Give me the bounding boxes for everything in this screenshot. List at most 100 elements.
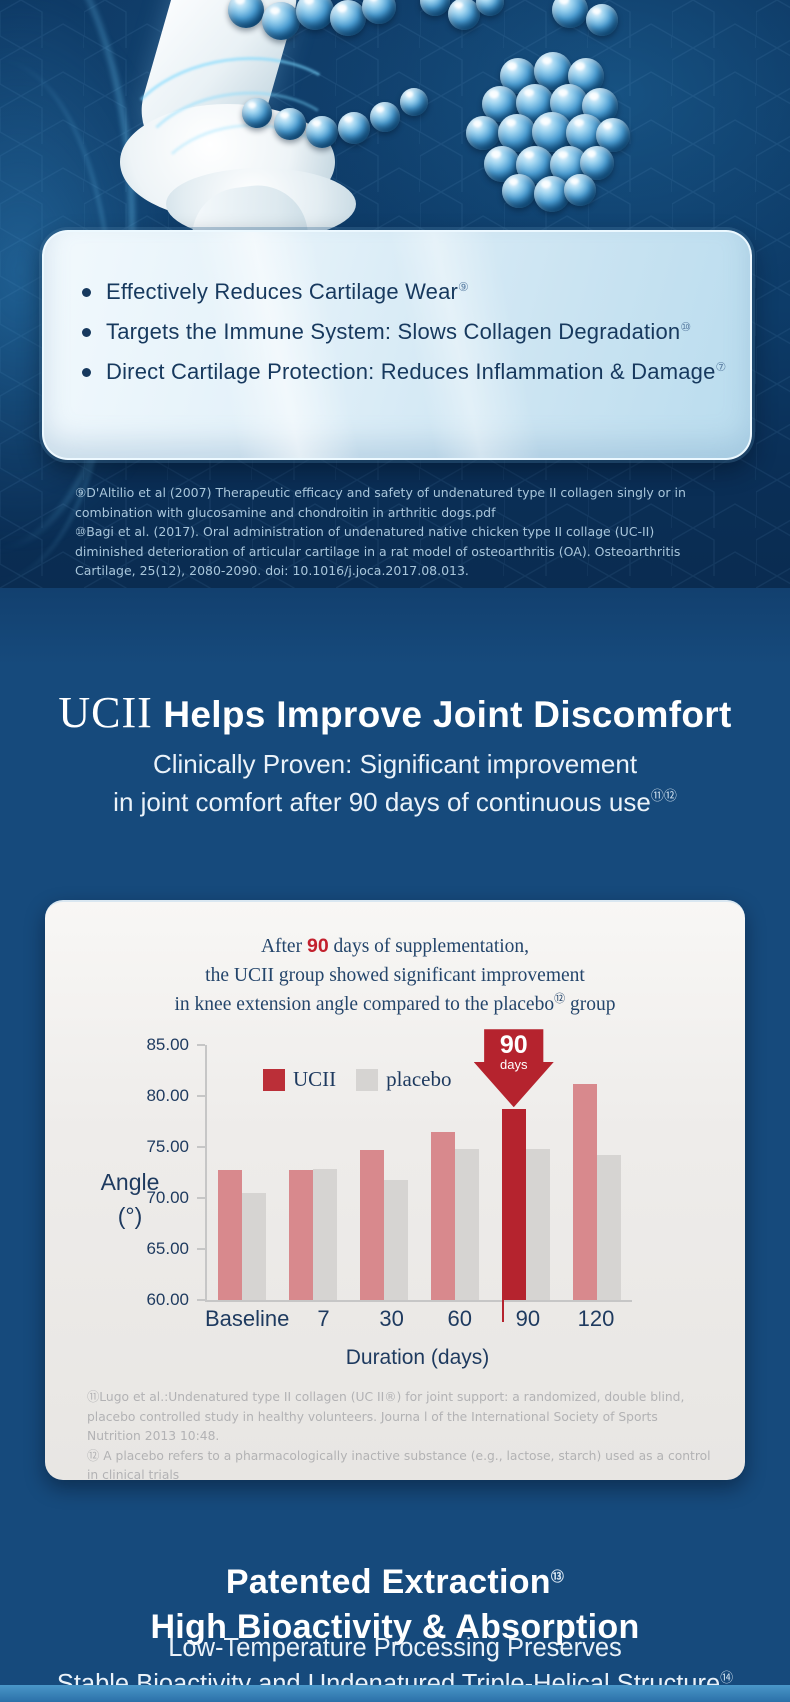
bar-ucii-Baseline xyxy=(218,1170,243,1300)
footnote-superscript: ⑦ xyxy=(715,360,727,374)
collagen-sphere xyxy=(330,0,366,36)
x-axis-label-90: 90 xyxy=(515,1306,541,1331)
subtitle-line-2: in joint comfort after 90 days of contin… xyxy=(113,787,677,817)
collagen-sphere xyxy=(502,174,536,208)
caption-line-1: After 90 days of supplementation, xyxy=(260,935,530,957)
x-axis-title: Duration (days) xyxy=(345,1346,490,1369)
bar-group-90: 90 days xyxy=(473,1029,561,1322)
section-subtitle: Clinically Proven: Significant improveme… xyxy=(0,745,790,821)
bar-group-120 xyxy=(561,1045,632,1300)
collagen-sphere xyxy=(370,102,400,132)
footnote-superscript: ⑫ xyxy=(554,992,566,1005)
y-tick-70.00: 70.00 xyxy=(146,1188,205,1208)
bar-ucii-90 xyxy=(501,1109,526,1300)
bar-ucii-30 xyxy=(360,1150,385,1300)
footnote-superscript: ⑩ xyxy=(680,320,692,334)
benefit-bullet-item: Targets the Immune System: Slows Collage… xyxy=(78,312,750,352)
arrow-number: 90 xyxy=(499,1031,528,1060)
collagen-sphere xyxy=(228,0,264,28)
clinical-chart-card: After 90 days of supplementation, the UC… xyxy=(45,900,745,1482)
arrow-unit-label: days xyxy=(500,1057,528,1073)
joint-discomfort-section: UCII Helps Improve Joint Discomfort Clin… xyxy=(0,588,790,1702)
benefit-bullet-item: Direct Cartilage Protection: Reduces Inf… xyxy=(78,352,750,392)
caption-line-3: in knee extension angle compared to the … xyxy=(174,992,616,1015)
benefit-bullet-item: Effectively Reduces Cartilage Wear⑨ xyxy=(78,272,750,312)
footnote-superscript: ⑨ xyxy=(458,280,470,294)
collagen-sphere xyxy=(338,112,370,144)
legend-item-ucii: UCII xyxy=(263,1067,336,1092)
title-line-2: High Bioactivity & Absorption xyxy=(150,1608,640,1647)
footnote-superscript: ⑪⑫ xyxy=(650,789,677,804)
y-tick-mark xyxy=(197,1095,205,1097)
next-section-strip xyxy=(0,1685,790,1702)
collagen-sphere xyxy=(262,2,300,40)
y-tick-label: 65.00 xyxy=(146,1239,189,1258)
footnote-line: ⑪Lugo et al.:Undenatured type II collage… xyxy=(87,1390,685,1443)
y-tick-65.00: 65.00 xyxy=(146,1239,205,1259)
bar-group-Baseline xyxy=(207,1045,278,1300)
bar-placebo-120 xyxy=(596,1155,621,1300)
x-axis-labels: Baseline 7 30 60 90 120 xyxy=(205,1306,630,1332)
collagen-sphere xyxy=(400,88,428,116)
brand-wordmark: UCII xyxy=(58,688,153,738)
collagen-sphere xyxy=(564,174,596,206)
legend-swatch-ucii xyxy=(263,1068,285,1091)
legend-label-placebo: placebo xyxy=(386,1067,452,1091)
y-tick-label: 60.00 xyxy=(146,1290,189,1309)
plot-area: UCII placebo 90 days xyxy=(205,1029,632,1322)
footnote-line: ⑩Bagi et al. (2017). Oral administration… xyxy=(75,524,681,578)
subtitle-line-1: Clinically Proven: Significant improveme… xyxy=(152,749,638,779)
bar-placebo-90 xyxy=(525,1149,550,1300)
bar-ucii-7 xyxy=(289,1170,314,1300)
y-tick-mark xyxy=(197,1146,205,1148)
caption-highlight-90: 90 xyxy=(306,935,329,957)
x-axis-label-60: 60 xyxy=(447,1306,472,1331)
legend-swatch-placebo xyxy=(356,1068,379,1091)
bar-group-60 xyxy=(419,1045,490,1300)
collagen-sphere xyxy=(296,0,334,30)
bar-placebo-7 xyxy=(313,1169,338,1300)
chart-legend: UCII placebo xyxy=(263,1067,451,1092)
benefit-bullet-list: Effectively Reduces Cartilage Wear⑨ Targ… xyxy=(44,232,750,392)
collagen-sphere xyxy=(306,116,338,148)
y-tick-75.00: 75.00 xyxy=(146,1137,205,1157)
patented-extraction-title: Patented Extraction⑬ High Bioactivity & … xyxy=(0,1560,790,1650)
benefit-text: Effectively Reduces Cartilage Wear xyxy=(106,279,459,304)
y-tick-label: 80.00 xyxy=(146,1086,189,1105)
collagen-sphere xyxy=(274,108,306,140)
collagen-sphere xyxy=(466,116,500,150)
collagen-sphere xyxy=(420,0,450,16)
bar-ucii-120 xyxy=(572,1083,597,1300)
y-tick-mark xyxy=(197,1248,205,1250)
legend-item-placebo: placebo xyxy=(356,1067,451,1092)
section-title: UCII Helps Improve Joint Discomfort xyxy=(58,688,732,738)
collagen-sphere xyxy=(476,0,504,16)
y-tick-mark xyxy=(197,1197,205,1199)
y-tick-mark xyxy=(197,1044,205,1046)
x-axis-label-120: 120 xyxy=(577,1306,615,1331)
arrow-stem-line xyxy=(501,1300,504,1322)
y-tick-85.00: 85.00 xyxy=(146,1035,205,1055)
legend-label-ucii: UCII xyxy=(293,1067,337,1091)
footnote-superscript: ⑭ xyxy=(720,1671,734,1686)
bar-groups: 90 days xyxy=(207,1029,632,1322)
hero-section: Effectively Reduces Cartilage Wear⑨ Targ… xyxy=(0,0,790,588)
footnote-superscript: ⑬ xyxy=(550,1570,565,1586)
collagen-sphere xyxy=(586,4,618,36)
chart-caption: After 90 days of supplementation, the UC… xyxy=(45,932,745,1019)
caption-line-2: the UCII group showed significant improv… xyxy=(205,965,585,986)
y-tick-mark xyxy=(197,1299,205,1301)
subtitle-line-1: Low-Temperature Processing Preserves xyxy=(168,1634,622,1662)
y-tick-label: 70.00 xyxy=(146,1188,189,1207)
benefit-text: Targets the Immune System: Slows Collage… xyxy=(106,319,681,344)
bar-ucii-60 xyxy=(430,1131,455,1300)
footnote-line: ⑨D'Altilio et al (2007) Therapeutic effi… xyxy=(75,485,686,520)
y-tick-label: 85.00 xyxy=(146,1035,189,1054)
bar-placebo-30 xyxy=(384,1179,409,1300)
bar-placebo-Baseline xyxy=(242,1192,267,1300)
bar-group-7 xyxy=(278,1045,349,1300)
bar-placebo-60 xyxy=(454,1149,479,1300)
bar-group-30 xyxy=(349,1045,420,1300)
collagen-sphere xyxy=(552,0,588,28)
